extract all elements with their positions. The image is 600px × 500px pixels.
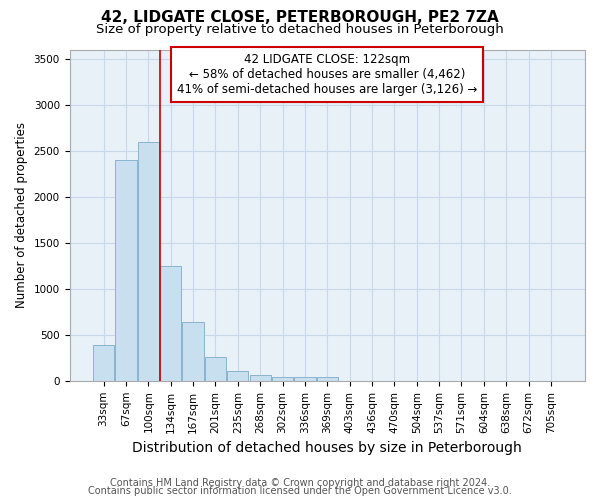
Bar bbox=[182, 322, 203, 381]
Y-axis label: Number of detached properties: Number of detached properties bbox=[15, 122, 28, 308]
Bar bbox=[272, 376, 293, 381]
Bar bbox=[93, 345, 114, 381]
X-axis label: Distribution of detached houses by size in Peterborough: Distribution of detached houses by size … bbox=[133, 441, 522, 455]
Text: 42, LIDGATE CLOSE, PETERBOROUGH, PE2 7ZA: 42, LIDGATE CLOSE, PETERBOROUGH, PE2 7ZA bbox=[101, 10, 499, 25]
Text: 42 LIDGATE CLOSE: 122sqm
← 58% of detached houses are smaller (4,462)
41% of sem: 42 LIDGATE CLOSE: 122sqm ← 58% of detach… bbox=[177, 54, 478, 96]
Bar bbox=[115, 160, 137, 381]
Bar bbox=[227, 370, 248, 381]
Bar bbox=[317, 377, 338, 381]
Bar bbox=[205, 358, 226, 381]
Bar bbox=[160, 266, 181, 381]
Text: Contains HM Land Registry data © Crown copyright and database right 2024.: Contains HM Land Registry data © Crown c… bbox=[110, 478, 490, 488]
Bar bbox=[294, 376, 316, 381]
Bar bbox=[137, 142, 159, 381]
Bar bbox=[250, 376, 271, 381]
Text: Size of property relative to detached houses in Peterborough: Size of property relative to detached ho… bbox=[96, 22, 504, 36]
Text: Contains public sector information licensed under the Open Government Licence v3: Contains public sector information licen… bbox=[88, 486, 512, 496]
